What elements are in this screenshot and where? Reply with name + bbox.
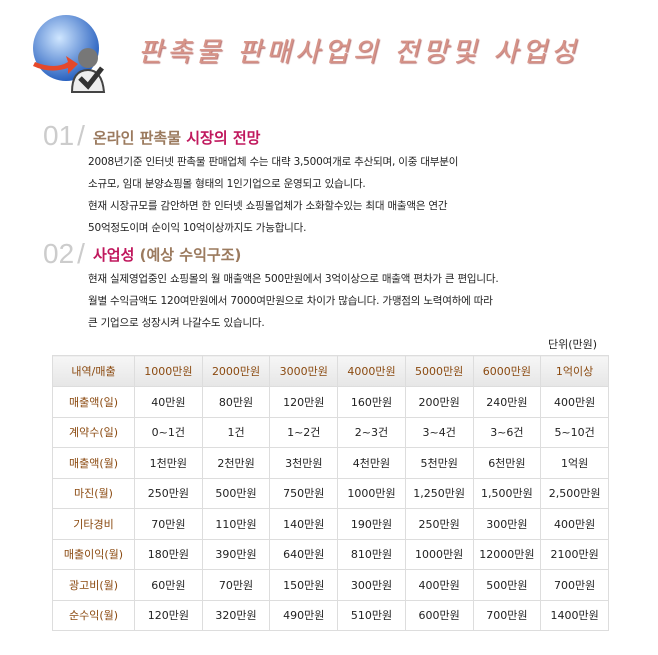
column-header: 4000만원 [337, 355, 406, 387]
table-row: 마진(월) 250만원 500만원 750만원 1000만원 1,250만원 1,500만원… [52, 477, 609, 509]
table-cell: 640만원 [269, 538, 339, 570]
column-header: 내역/매출 [52, 355, 135, 387]
table-cell: 70만원 [201, 569, 271, 601]
table-cell: 240만원 [472, 386, 542, 418]
table-cell: 810만원 [337, 538, 406, 570]
table-cell: 2~3건 [337, 416, 406, 448]
row-label: 매출액(일) [52, 386, 135, 418]
table-cell: 510만원 [337, 599, 406, 631]
row-label: 광고비(월) [52, 569, 135, 601]
row-label: 기타경비 [52, 508, 135, 540]
table-cell: 700만원 [472, 599, 542, 631]
table-cell: 300만원 [472, 508, 542, 540]
table-cell: 600만원 [404, 599, 474, 631]
section-paragraph: 2008년기준 인터넷 판촉물 판매업체 수는 대략 3,500여개로 추산되며… [88, 156, 459, 234]
table-cell: 2,500만원 [540, 477, 609, 509]
section-paragraph: 현재 실제영업중인 쇼핑몰의 월 매출액은 500만원에서 3억이상으로 매출액… [88, 273, 499, 329]
column-header: 3000만원 [269, 355, 339, 387]
column-header: 1억이상 [540, 355, 609, 387]
table-cell: 40만원 [134, 386, 203, 418]
table-cell: 120만원 [134, 599, 203, 631]
table-cell: 250만원 [134, 477, 203, 509]
unit-label: 단위(만원) [548, 338, 598, 351]
table-cell: 500만원 [201, 477, 271, 509]
table-cell: 6천만원 [472, 447, 542, 479]
table-row: 매출액(일) 40만원 80만원 120만원 160만원 200만원 240만원 400만원 [52, 386, 609, 418]
table-cell: 1억원 [540, 447, 609, 479]
table-cell: 490만원 [269, 599, 339, 631]
table-cell: 400만원 [404, 569, 474, 601]
table-cell: 390만원 [201, 538, 271, 570]
table-row: 매출액(월) 1천만원 2천만원 3천만원 4천만원 5천만원 6천만원 1억원 [52, 447, 609, 479]
page-title: 판촉물 판매사업의 전망및 사업성 [138, 37, 580, 68]
table-row: 기타경비 70만원 110만원 140만원 190만원 250만원 300만원 400만원 [52, 508, 609, 540]
table-cell: 5천만원 [404, 447, 474, 479]
table-cell: 2천만원 [201, 447, 271, 479]
column-header: 5000만원 [404, 355, 474, 387]
row-label: 매출액(월) [52, 447, 135, 479]
table-cell: 400만원 [540, 386, 609, 418]
table-cell: 1,250만원 [404, 477, 474, 509]
section-heading: 온라인 판촉물 시장의 전망 [93, 129, 261, 147]
table-cell: 1400만원 [540, 599, 609, 631]
section-heading: 사업성 (예상 수익구조) [93, 246, 242, 264]
table-cell: 500만원 [472, 569, 542, 601]
table-cell: 12000만원 [472, 538, 542, 570]
row-label: 계약수(일) [52, 416, 135, 448]
table-cell: 120만원 [269, 386, 339, 418]
row-label: 순수익(월) [52, 599, 135, 631]
table-cell: 190만원 [337, 508, 406, 540]
table-cell: 400만원 [540, 508, 609, 540]
table-cell: 320만원 [201, 599, 271, 631]
table-cell: 1~2건 [269, 416, 339, 448]
row-label: 매출이익(월) [52, 538, 135, 570]
table-cell: 70만원 [134, 508, 203, 540]
table-cell: 1건 [201, 416, 271, 448]
table-cell: 3~6건 [472, 416, 542, 448]
table-row: 광고비(월) 60만원 70만원 150만원 300만원 400만원 500만원 700만원 [52, 569, 609, 601]
table-cell: 750만원 [269, 477, 339, 509]
table-cell: 1천만원 [134, 447, 203, 479]
table-cell: 5~10건 [540, 416, 609, 448]
table-cell: 0~1건 [134, 416, 203, 448]
section-number: 02/ [43, 238, 85, 269]
table-cell: 180만원 [134, 538, 203, 570]
table-cell: 3천만원 [269, 447, 339, 479]
table-cell: 1000만원 [337, 477, 406, 509]
table-row: 계약수(일) 0~1건 1건 1~2건 2~3건 3~4건 3~6건 5~10건 [52, 416, 609, 448]
revenue-table: 내역/매출 1000만원 2000만원 3000만원 4000만원 5000만원 6000만… [52, 355, 609, 631]
table-row: 순수익(월) 120만원 320만원 490만원 510만원 600만원 700만원 1400… [52, 599, 609, 631]
column-header: 1000만원 [134, 355, 203, 387]
column-header: 6000만원 [472, 355, 542, 387]
table-cell: 60만원 [134, 569, 203, 601]
table-row: 매출이익(월) 180만원 390만원 640만원 810만원 1000만원 12000만원… [52, 538, 609, 570]
table-cell: 300만원 [337, 569, 406, 601]
table-cell: 150만원 [269, 569, 339, 601]
column-header: 2000만원 [201, 355, 271, 387]
table-cell: 3~4건 [404, 416, 474, 448]
table-cell: 4천만원 [337, 447, 406, 479]
section-number: 01/ [43, 120, 85, 151]
table-cell: 1000만원 [404, 538, 474, 570]
row-label: 마진(월) [52, 477, 135, 509]
table-cell: 250만원 [404, 508, 474, 540]
table-cell: 80만원 [201, 386, 271, 418]
table-cell: 1,500만원 [472, 477, 542, 509]
table-cell: 700만원 [540, 569, 609, 601]
table-cell: 110만원 [201, 508, 271, 540]
table-cell: 160만원 [337, 386, 406, 418]
table-header-row: 내역/매출 1000만원 2000만원 3000만원 4000만원 5000만원 6000만… [52, 355, 609, 387]
table-cell: 200만원 [404, 386, 474, 418]
table-cell: 140만원 [269, 508, 339, 540]
globe-user-icon [33, 15, 106, 93]
table-cell: 2100만원 [540, 538, 609, 570]
